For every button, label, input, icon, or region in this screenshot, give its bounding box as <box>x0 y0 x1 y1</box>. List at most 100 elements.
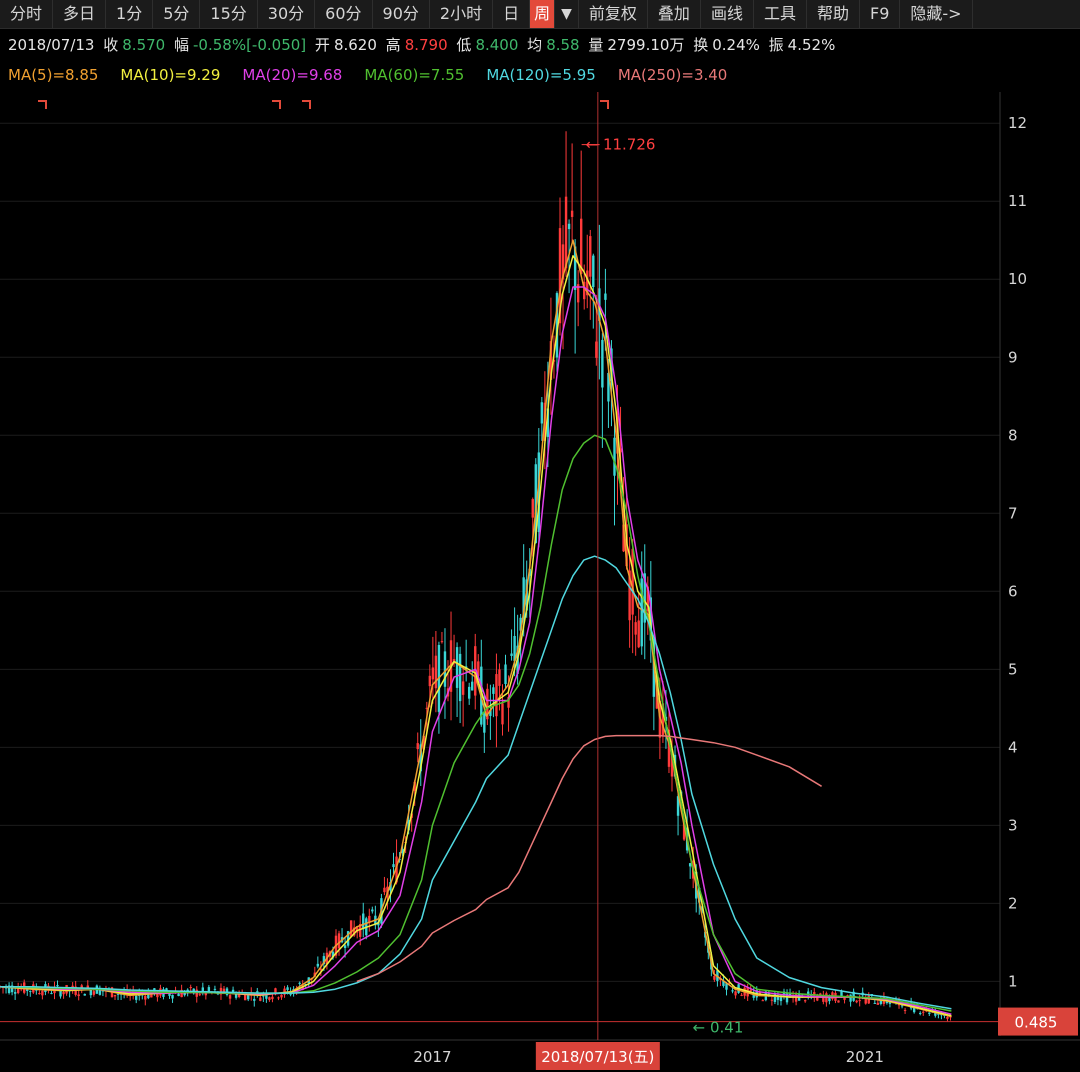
toolbar-action-2[interactable]: 画线 <box>701 0 754 28</box>
candle-body <box>7 985 11 993</box>
period-tab-6[interactable]: 60分 <box>315 0 373 28</box>
y-tick-label: 7 <box>1008 504 1018 522</box>
period-tab-1[interactable]: 多日 <box>53 0 107 28</box>
candle-body <box>922 1011 925 1013</box>
candle-body <box>259 997 262 1001</box>
candle-body <box>549 341 553 380</box>
candle-body <box>213 988 217 990</box>
ma-line-5 <box>356 734 822 983</box>
candle-body <box>234 994 238 998</box>
avg-label: 均 <box>527 36 543 54</box>
candle-body <box>113 994 117 997</box>
toolbar-action-3[interactable]: 工具 <box>754 0 807 28</box>
candle-body <box>256 991 259 993</box>
candle-body <box>395 856 398 883</box>
candle-body <box>486 688 489 720</box>
candle-body <box>150 993 153 998</box>
candle-body <box>749 989 752 992</box>
candle-body <box>607 372 610 402</box>
avg-value: 8.58 <box>546 36 580 54</box>
candle-body <box>253 998 256 1001</box>
period-tab-2[interactable]: 1分 <box>106 0 154 28</box>
candle-body <box>595 341 598 358</box>
open-value: 8.620 <box>333 36 377 54</box>
period-tab-10[interactable]: 周 <box>530 0 556 28</box>
y-tick-label: 9 <box>1008 348 1018 366</box>
y-tick-label: 2 <box>1008 894 1018 912</box>
candlestick-series <box>0 131 952 1022</box>
candle-body <box>219 987 223 995</box>
candle-body <box>670 752 674 777</box>
candle-body <box>646 586 649 612</box>
candle-body <box>876 1002 880 1005</box>
period-tab-0[interactable]: 分时 <box>0 0 54 28</box>
candle-body <box>740 994 743 996</box>
candle-body <box>903 1009 907 1011</box>
chevron-down-icon[interactable]: ▼ <box>555 0 579 28</box>
candle-body <box>731 990 734 992</box>
candle-body <box>425 707 429 709</box>
candle-body <box>822 995 825 1002</box>
candle-body <box>531 499 534 518</box>
candle-body <box>919 1012 922 1014</box>
candle-body <box>634 622 637 635</box>
candle-body <box>725 983 728 990</box>
event-marker-1 <box>272 100 281 109</box>
candle-body <box>92 991 96 995</box>
turnover-value: 0.24% <box>712 36 760 54</box>
ma-legend-item-0: MA(5)=8.85 <box>8 66 99 84</box>
period-tab-4[interactable]: 15分 <box>200 0 258 28</box>
candle-body <box>785 993 789 1003</box>
candle-body <box>816 995 819 1001</box>
candle-body <box>825 993 828 1003</box>
toolbar-action-5[interactable]: F9 <box>860 0 901 28</box>
candle-body <box>86 985 89 990</box>
toolbar-action-0[interactable]: 前复权 <box>579 0 648 28</box>
candle-body <box>343 945 347 949</box>
ma-line-3 <box>0 434 952 1012</box>
candle-body <box>583 281 586 300</box>
candle-body <box>576 284 580 303</box>
candle-body <box>474 646 477 696</box>
candle-body <box>89 989 93 996</box>
candle-body <box>858 1000 861 1002</box>
toolbar-action-4[interactable]: 帮助 <box>807 0 860 28</box>
candle-body <box>937 1013 940 1015</box>
ma-legend-item-5: MA(250)=3.40 <box>617 66 728 84</box>
candle-body <box>271 996 274 1000</box>
candle-body <box>201 987 205 992</box>
high-value: 8.790 <box>404 36 448 54</box>
candle-body <box>455 647 459 688</box>
candle-body <box>682 820 686 840</box>
period-tab-8[interactable]: 2小时 <box>430 0 494 28</box>
candle-body <box>501 703 504 725</box>
toolbar-action-6[interactable]: 隐藏-> <box>900 0 973 28</box>
period-tab-5[interactable]: 30分 <box>258 0 316 28</box>
period-tab-3[interactable]: 5分 <box>153 0 201 28</box>
low-label: 低 <box>456 36 472 54</box>
toolbar-action-1[interactable]: 叠加 <box>648 0 701 28</box>
candle-body <box>80 985 83 988</box>
candle-body <box>761 1000 765 1002</box>
candle-body <box>168 993 171 996</box>
period-tab-9[interactable]: 日 <box>493 0 531 28</box>
y-tick-label: 8 <box>1008 426 1018 444</box>
candle-body <box>59 989 62 997</box>
candle-body <box>776 995 780 1000</box>
period-tab-7[interactable]: 90分 <box>373 0 430 28</box>
candle-body <box>900 1005 904 1007</box>
candle-body <box>431 667 435 680</box>
candle-body <box>50 993 53 995</box>
candle-body <box>440 641 444 643</box>
candle-body <box>589 236 592 277</box>
candle-body <box>286 987 289 990</box>
candle-body <box>728 982 731 984</box>
candle-body <box>147 992 150 999</box>
y-tick-label: 12 <box>1008 114 1027 132</box>
candle-body <box>846 995 849 997</box>
candle-body <box>467 686 471 699</box>
candle-body <box>383 887 386 893</box>
candle-body <box>537 452 541 533</box>
candle-body <box>561 244 565 280</box>
